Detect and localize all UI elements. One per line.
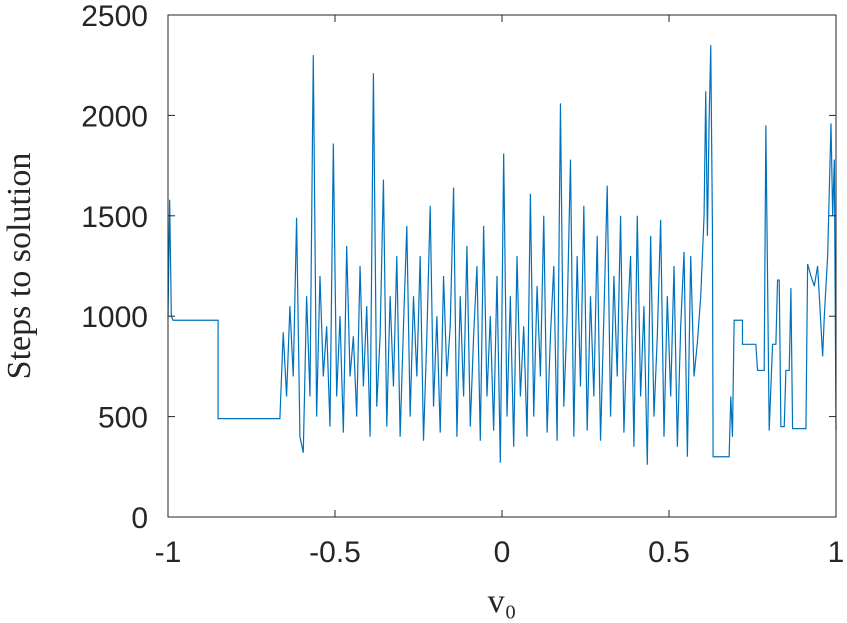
x-tick-label: 0 (494, 536, 511, 569)
x-tick-label: 1 (828, 536, 845, 569)
y-tick-label: 1000 (81, 301, 148, 334)
y-tick-label: 2000 (81, 100, 148, 133)
y-tick-label: 1500 (81, 201, 148, 234)
x-tick-label: -0.5 (309, 536, 361, 569)
y-tick-label: 0 (131, 502, 148, 535)
x-axis-label: v₀ (488, 583, 517, 620)
data-line (167, 45, 837, 465)
x-tick-label: 0.5 (648, 536, 690, 569)
y-tick-label: 500 (98, 402, 148, 435)
y-tick-label: 2500 (81, 0, 148, 33)
y-axis-label: Steps to solution (1, 153, 38, 380)
x-tick-label: -1 (155, 536, 182, 569)
